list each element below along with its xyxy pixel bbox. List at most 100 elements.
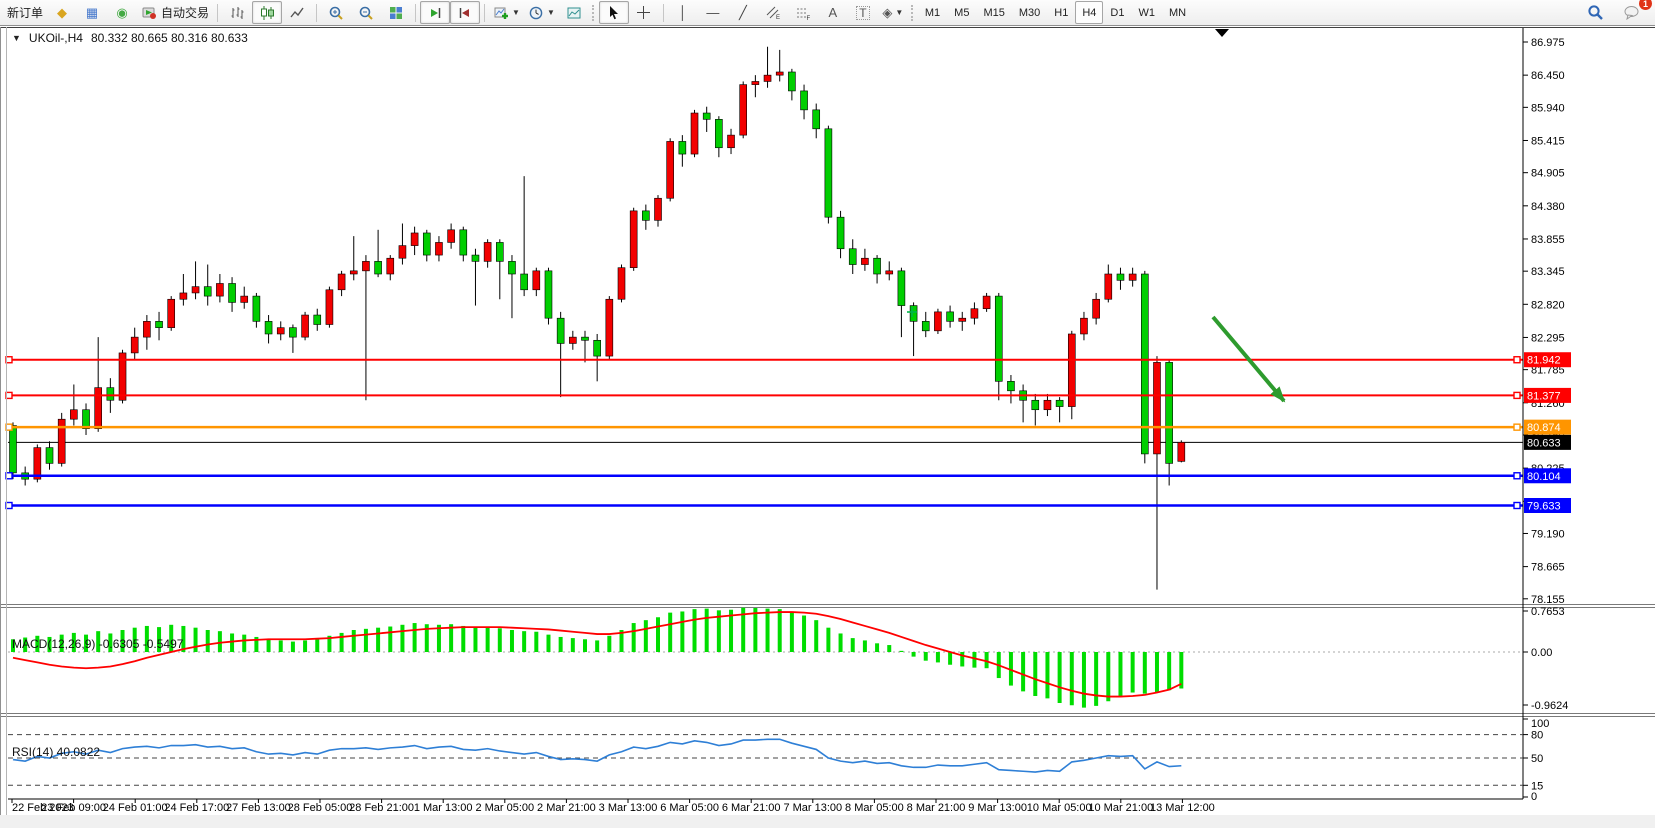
candle-body (374, 261, 382, 275)
tile-windows-icon (390, 6, 403, 19)
rsi-scale-label: 15 (1531, 780, 1543, 792)
trend-arrow-annotation[interactable] (1211, 315, 1286, 403)
fibonacci-icon: F (796, 8, 810, 21)
candle-body (921, 321, 930, 332)
candle-body (1007, 381, 1015, 392)
channel-button[interactable]: E (758, 1, 788, 24)
line-chart-button[interactable] (282, 1, 312, 24)
trendline-button[interactable]: ╱ (728, 1, 758, 24)
timeframe-button-m1[interactable]: M1 (924, 6, 941, 19)
toolbar-separator (217, 3, 219, 22)
fibonacci-button[interactable]: F (788, 1, 818, 24)
price-badge-81.377[interactable]: 81.377 (1524, 387, 1571, 403)
candlestick-chart-button[interactable] (252, 1, 283, 24)
timeframe-button-h4[interactable]: H4 (1075, 1, 1104, 24)
toolbar-grip (591, 4, 596, 21)
candle-body (958, 317, 967, 322)
timeframe-button-w1[interactable]: W1 (1138, 6, 1155, 19)
zoom-in-button[interactable] (321, 1, 351, 24)
candle-body (216, 283, 224, 297)
candle-body (946, 311, 954, 322)
horizontal-line-button[interactable]: — (698, 1, 728, 24)
line-anchor-handle[interactable] (1513, 472, 1521, 480)
candle-body (593, 339, 601, 357)
candle-body (1104, 273, 1113, 300)
price-tick-label: 85.415 (1531, 135, 1565, 147)
metaeditor-button[interactable]: ◆ (47, 1, 77, 24)
price-tick-label: 85.940 (1531, 102, 1565, 114)
templates-button[interactable] (559, 1, 589, 24)
candle-body (301, 314, 309, 338)
text-label-button[interactable]: T (848, 1, 878, 24)
line-anchor-handle[interactable] (1513, 356, 1521, 364)
candle-body (447, 229, 455, 243)
chat-bubble-icon (1624, 6, 1638, 20)
timeframe-button-m15[interactable]: M15 (983, 6, 1005, 19)
zoom-out-button[interactable] (351, 1, 381, 24)
cursor-button[interactable] (598, 1, 629, 24)
candle-body (715, 119, 723, 149)
candle-body (325, 289, 334, 325)
signals-button[interactable]: ◉ (107, 1, 137, 24)
bottom-strip (0, 815, 1655, 828)
candle-body (349, 270, 358, 275)
price-badge-79.633[interactable]: 79.633 (1524, 498, 1571, 514)
timeframe-button-h1[interactable]: H1 (1054, 6, 1069, 19)
dropdown-caret-icon: ▼ (895, 8, 904, 17)
candle-body (203, 286, 212, 297)
toolbar-separator (316, 3, 318, 22)
price-badge-80.874[interactable]: 80.874 (1524, 419, 1571, 435)
indicators-button[interactable]: ▼ (489, 1, 524, 24)
shapes-button[interactable]: ◈ ▼ (878, 1, 908, 24)
search-button[interactable] (1580, 1, 1610, 24)
time-tick-label: 23 Feb 09:00 (41, 802, 106, 814)
price-chart[interactable]: 86.975 86.450 85.940 85.415 84.905 84.380 83.8… (0, 27, 1655, 828)
time-tick-label: 13 Mar 12:00 (1150, 802, 1215, 814)
candle-body (459, 229, 468, 256)
autotrade-icon (142, 7, 157, 19)
notifications-button[interactable]: 1 (1616, 0, 1652, 24)
price-badge-81.942[interactable]: 81.942 (1524, 352, 1571, 368)
tile-windows-button[interactable] (381, 1, 411, 24)
line-anchor-handle[interactable] (1513, 423, 1521, 431)
candle-body (934, 311, 942, 332)
time-tick-label: 24 Feb 01:00 (103, 802, 168, 814)
candle-body (167, 298, 176, 328)
candle-body (422, 232, 431, 256)
candle-body (191, 286, 200, 294)
candles (9, 46, 1186, 590)
time-tick-label: 24 Feb 17:00 (164, 802, 229, 814)
crosshair-button[interactable] (629, 1, 659, 24)
price-tick-label: 84.905 (1531, 168, 1565, 180)
toolbar: 新订单 ◆ ▦ ◉ 自动交易 (0, 0, 1655, 26)
text-button[interactable]: A (818, 1, 848, 24)
price-badge-80.633[interactable]: 80.633 (1524, 434, 1571, 450)
vertical-line-button[interactable]: │ (668, 1, 698, 24)
timeframe-button-m5[interactable]: M5 (954, 6, 970, 19)
line-anchor-handle[interactable] (1513, 391, 1521, 400)
chart-shift-marker[interactable] (1215, 29, 1229, 37)
autotrade-button[interactable]: 自动交易 (137, 1, 213, 24)
chart-shift-button[interactable] (450, 1, 481, 24)
periods-button[interactable]: ▼ (524, 1, 559, 24)
dropdown-caret-icon: ▼ (512, 8, 520, 17)
timeframe-button-mn[interactable]: MN (1168, 6, 1187, 19)
timeframe-button-d1[interactable]: D1 (1110, 6, 1125, 19)
candle-body (727, 134, 735, 149)
timeframe-button-m30[interactable]: M30 (1018, 6, 1041, 19)
candle-body (1153, 362, 1161, 455)
svg-text:E: E (776, 15, 780, 21)
chart-symbol-period: UKOil-,H4 (28, 31, 83, 45)
autoscroll-icon (431, 7, 441, 18)
candle-body (569, 336, 577, 344)
new-order-button[interactable]: 新订单 (3, 1, 47, 24)
price-badge-80.104[interactable]: 80.104 (1524, 468, 1571, 484)
bar-chart-button[interactable] (222, 1, 252, 24)
time-tick-label: 1 Mar 13:00 (414, 802, 473, 814)
market-watch-button[interactable]: ▦ (77, 1, 107, 24)
line-anchor-handle[interactable] (1513, 501, 1521, 510)
autoscroll-button[interactable] (420, 1, 451, 24)
collapse-triangle-icon[interactable]: ▼ (12, 33, 21, 43)
toolbar-separator (484, 3, 486, 22)
